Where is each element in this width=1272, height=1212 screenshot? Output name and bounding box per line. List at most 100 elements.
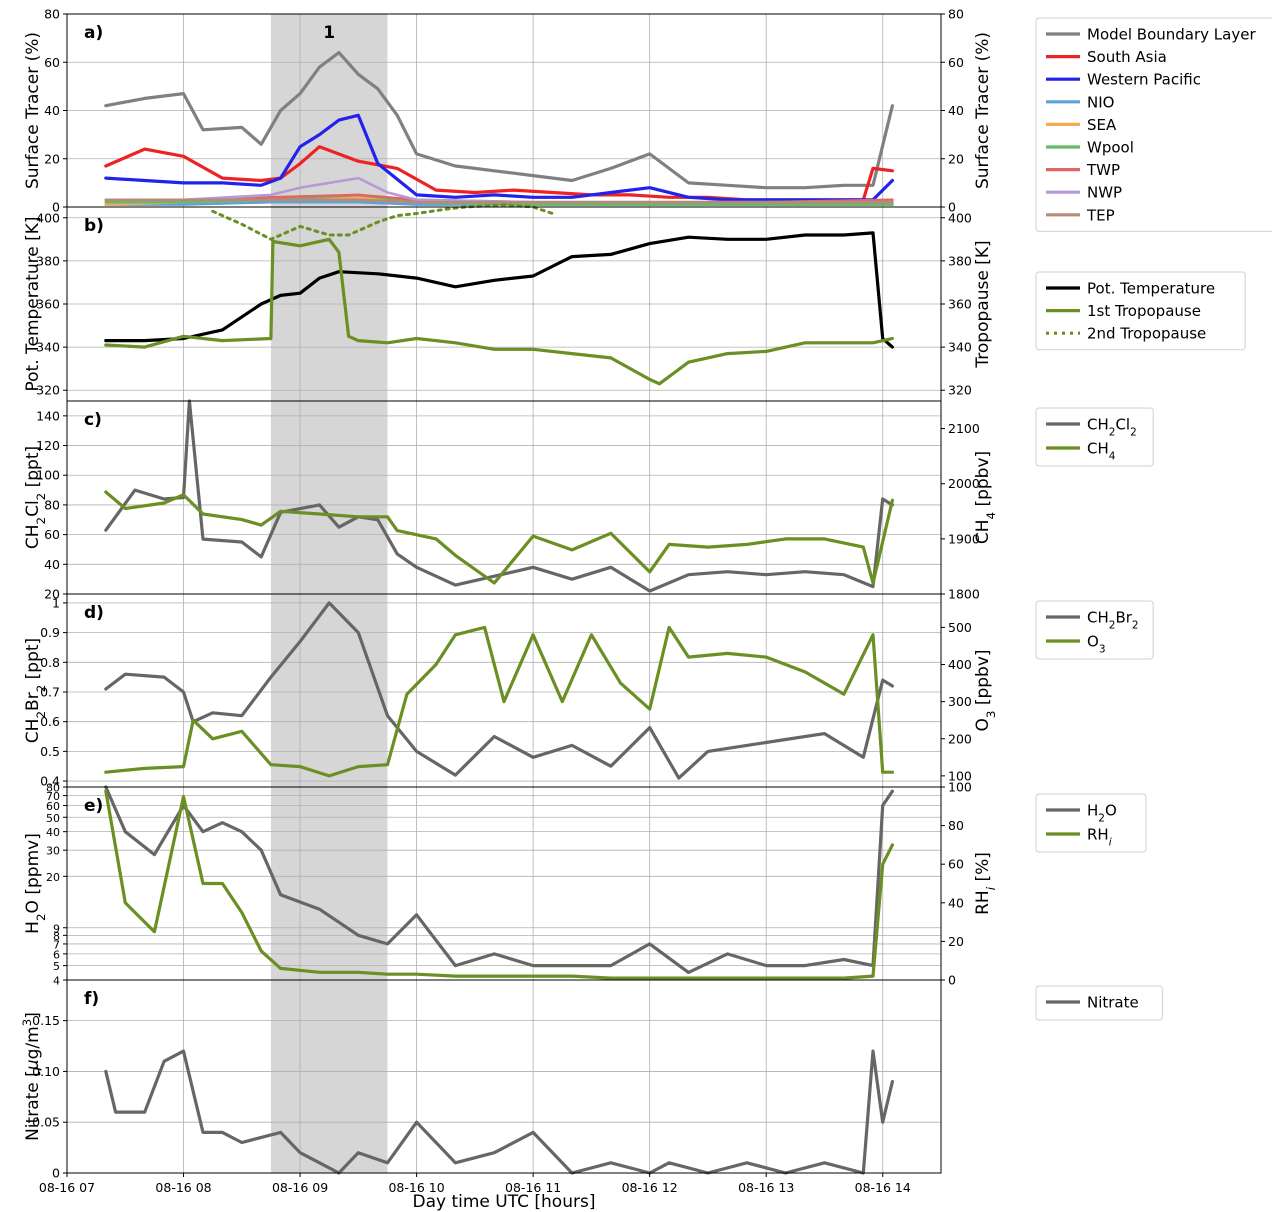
tick-label-left: 40 [44,103,60,118]
tick-label-left: 50 [46,812,60,825]
panel-b-series [104,203,895,386]
tick-label-left: 320 [36,383,60,398]
y-axis-label-left: H2O [ppmv] [23,833,48,934]
tick-label-left: 9 [53,922,60,935]
tick-label-right: 400 [948,657,972,672]
shaded-region-label: 1 [323,23,335,43]
tick-label-right: 20 [948,934,964,949]
tick-label-right: 500 [948,620,972,635]
tick-label-left: 0.15 [32,1013,60,1028]
tick-label-x: 08-16 10 [388,1180,444,1195]
panel-label: f) [84,989,99,1009]
tick-label-left: 400 [36,210,60,225]
tick-label-right: 0 [948,200,956,215]
tick-label-left: 0.10 [32,1064,60,1079]
legend-panel-a: Model Boundary Layer South Asia Western Pa… [1035,17,1272,232]
tick-label-right: 1800 [948,587,980,602]
tick-label-left: 60 [44,55,60,70]
series-line-nitrate [104,1049,895,1175]
panel-e-series [104,785,895,980]
axes-frame [66,786,942,981]
panel-c-series [104,399,895,593]
series-line-o3 [104,625,895,778]
y-axis-label-right: CH4 [ppbv] [973,451,998,544]
tick-label-right: 360 [948,297,972,312]
legend-entry-ch2br2: CH2Br2 [1087,609,1139,632]
legend-entry-tep: TEP [1086,206,1115,224]
legend-box [1035,271,1246,351]
tick-label-right: 60 [948,857,964,872]
legend-entry-western-pacific: Western Pacific [1087,71,1201,89]
tick-label-left: 60 [46,800,60,813]
tick-label-x: 08-16 14 [855,1180,911,1195]
legend-entry-ch4: CH4 [1087,440,1116,463]
tick-label-x: 08-16 09 [272,1180,328,1195]
tick-label-right: 200 [948,731,972,746]
series-line-western-pacific [104,113,895,202]
legend-entry-ch2cl2: CH2Cl2 [1087,416,1137,439]
tick-label-left: 0.05 [32,1115,60,1130]
tick-label-left: 0.5 [40,744,60,759]
tick-label-right: 80 [948,818,964,833]
tick-label-left: 8 [53,930,60,943]
tick-label-left: 20 [44,587,60,602]
tick-label-right: 380 [948,253,972,268]
tick-label-right: 80 [948,7,964,22]
legend-box [1035,17,1272,232]
tick-label-left: 0.4 [40,774,60,789]
legend-panel-b: Pot. Temperature 1st Tropopause 2nd Tropop… [1035,271,1246,351]
tick-label-left: 1 [52,595,60,610]
legend-entry-wpool: Wpool [1087,139,1134,157]
tick-label-right: 400 [948,210,972,225]
series-line-tep [104,198,894,204]
series-line-h2o [104,785,895,975]
tick-label-left: 0.6 [40,714,60,729]
tick-label-right: 320 [948,383,972,398]
tick-label-left: 7 [53,938,60,951]
tick-label-left: 360 [36,297,60,312]
legend-entry-1st-tropopause: 1st Tropopause [1087,302,1201,320]
series-line-ch4 [104,490,895,585]
panel-d-series [104,601,895,780]
series-line-2nd-tropopause [211,203,555,241]
tick-label-left: 0 [52,200,60,215]
tick-label-left: 0.7 [40,684,60,699]
tick-label-left: 6 [53,948,60,961]
tick-label-right: 100 [948,768,972,783]
tick-label-right: 100 [948,780,972,795]
tick-label-left: 70 [46,790,60,803]
panel-a-series [104,50,895,206]
tick-label-x: 08-16 13 [738,1180,794,1195]
series-line-rhi [104,789,895,980]
legend-entry-o3: O3 [1087,633,1106,656]
tick-label-left: 80 [44,7,60,22]
series-layer [104,50,895,1175]
tick-label-right: 340 [948,340,972,355]
legend-panel-f: Nitrate [1035,985,1163,1021]
y-axis-label-right: O3 [ppbv] [973,649,998,731]
tick-label-right: 1900 [948,531,980,546]
legend-entry-nwp: NWP [1087,184,1122,202]
tick-label-x: 08-16 08 [155,1180,211,1195]
y-axis-label-left: CH2Cl2 [ppt] [23,446,48,549]
legend-entry-rhi: RHi [1087,826,1112,849]
legend-entry-h2o: H2O [1087,802,1117,825]
tick-label-left: 0.8 [40,655,60,670]
series-line-1st-tropopause [104,237,895,386]
y-axis-label-left: Nitrate [µg/m3] [20,1012,43,1141]
y-axis-label-right: RHi [%] [973,852,998,915]
tick-label-left: 60 [44,527,60,542]
tick-label-left: 120 [36,438,60,453]
tick-label-x: 08-16 12 [622,1180,678,1195]
panel-f-series [104,1049,895,1175]
tick-label-left: 5 [53,960,60,973]
legend-entry-nitrate: Nitrate [1087,994,1139,1012]
series-line-model-boundary-layer [104,50,895,190]
x-axis-label: Day time UTC [hours] [413,1192,596,1212]
tick-label-left: 80 [46,782,60,795]
series-line-pot-temperature [104,231,895,349]
panel-label: e) [84,796,103,816]
